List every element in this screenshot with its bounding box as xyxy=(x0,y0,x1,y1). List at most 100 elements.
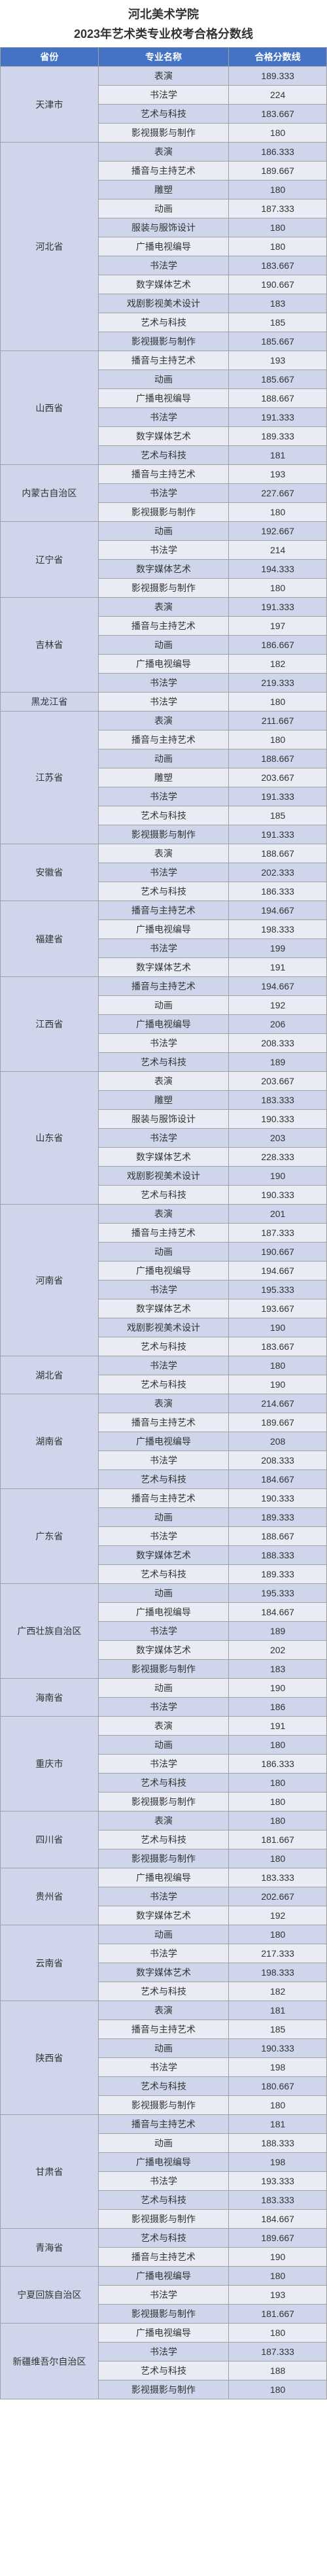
major-cell: 书法学 xyxy=(98,408,229,427)
score-cell: 190.667 xyxy=(229,275,327,294)
score-cell: 184.667 xyxy=(229,1603,327,1622)
major-cell: 播音与主持艺术 xyxy=(98,465,229,484)
table-row: 河北省表演186.333 xyxy=(1,143,327,162)
major-cell: 数字媒体艺术 xyxy=(98,427,229,446)
score-cell: 198.333 xyxy=(229,1963,327,1982)
major-cell: 动画 xyxy=(98,522,229,541)
table-row: 湖北省书法学180 xyxy=(1,1356,327,1375)
major-cell: 影视摄影与制作 xyxy=(98,825,229,844)
major-cell: 表演 xyxy=(98,1394,229,1413)
major-cell: 影视摄影与制作 xyxy=(98,1660,229,1679)
major-cell: 数字媒体艺术 xyxy=(98,560,229,579)
score-cell: 183.333 xyxy=(229,1091,327,1110)
score-cell: 228.333 xyxy=(229,1148,327,1167)
major-cell: 播音与主持艺术 xyxy=(98,617,229,636)
province-cell: 山西省 xyxy=(1,351,99,465)
major-cell: 播音与主持艺术 xyxy=(98,1224,229,1243)
table-row: 河南省表演201 xyxy=(1,1205,327,1224)
major-cell: 戏剧影视美术设计 xyxy=(98,294,229,313)
score-cell: 181.667 xyxy=(229,1830,327,1849)
major-cell: 艺术与科技 xyxy=(98,882,229,901)
major-cell: 影视摄影与制作 xyxy=(98,503,229,522)
major-cell: 影视摄影与制作 xyxy=(98,2380,229,2399)
table-row: 云南省动画180 xyxy=(1,1925,327,1944)
score-cell: 183 xyxy=(229,1660,327,1679)
score-cell: 190.333 xyxy=(229,1489,327,1508)
major-cell: 广播电视编导 xyxy=(98,1868,229,1887)
score-cell: 189.667 xyxy=(229,2229,327,2248)
major-cell: 动画 xyxy=(98,1925,229,1944)
score-cell: 188.667 xyxy=(229,749,327,768)
score-cell: 185.667 xyxy=(229,332,327,351)
table-body: 天津市表演189.333书法学224艺术与科技183.667影视摄影与制作180… xyxy=(1,67,327,2399)
score-cell: 208.333 xyxy=(229,1034,327,1053)
page-header: 河北美术学院 2023年艺术类专业校考合格分数线 xyxy=(0,0,327,47)
province-cell: 内蒙古自治区 xyxy=(1,465,99,522)
score-cell: 206 xyxy=(229,1015,327,1034)
score-cell: 214 xyxy=(229,541,327,560)
score-cell: 183 xyxy=(229,294,327,313)
major-cell: 书法学 xyxy=(98,86,229,105)
province-cell: 云南省 xyxy=(1,1925,99,2001)
province-cell: 安徽省 xyxy=(1,844,99,901)
major-cell: 服装与服饰设计 xyxy=(98,1110,229,1129)
col-header-province: 省份 xyxy=(1,48,99,67)
major-cell: 动画 xyxy=(98,996,229,1015)
major-cell: 广播电视编导 xyxy=(98,2324,229,2343)
score-cell: 198 xyxy=(229,2058,327,2077)
major-cell: 雕塑 xyxy=(98,180,229,199)
major-cell: 影视摄影与制作 xyxy=(98,2096,229,2115)
major-cell: 艺术与科技 xyxy=(98,2191,229,2210)
major-cell: 广播电视编导 xyxy=(98,1432,229,1451)
province-cell: 河北省 xyxy=(1,143,99,351)
score-cell: 186.333 xyxy=(229,1755,327,1774)
major-cell: 书法学 xyxy=(98,939,229,958)
score-cell: 193 xyxy=(229,351,327,370)
major-cell: 艺术与科技 xyxy=(98,806,229,825)
major-cell: 艺术与科技 xyxy=(98,1186,229,1205)
score-cell: 185.667 xyxy=(229,370,327,389)
major-cell: 影视摄影与制作 xyxy=(98,2305,229,2324)
table-row: 江西省播音与主持艺术194.667 xyxy=(1,977,327,996)
major-cell: 动画 xyxy=(98,1679,229,1698)
major-cell: 播音与主持艺术 xyxy=(98,351,229,370)
province-cell: 辽宁省 xyxy=(1,522,99,598)
major-cell: 表演 xyxy=(98,1717,229,1736)
major-cell: 影视摄影与制作 xyxy=(98,1793,229,1812)
major-cell: 广播电视编导 xyxy=(98,1015,229,1034)
score-cell: 189.333 xyxy=(229,1508,327,1527)
score-cell: 183.667 xyxy=(229,105,327,124)
major-cell: 艺术与科技 xyxy=(98,1470,229,1489)
major-cell: 书法学 xyxy=(98,2286,229,2305)
major-cell: 数字媒体艺术 xyxy=(98,1963,229,1982)
table-row: 山西省播音与主持艺术193 xyxy=(1,351,327,370)
major-cell: 表演 xyxy=(98,143,229,162)
score-cell: 187.333 xyxy=(229,1224,327,1243)
province-cell: 江苏省 xyxy=(1,712,99,844)
score-cell: 180 xyxy=(229,218,327,237)
score-cell: 190 xyxy=(229,1318,327,1337)
score-cell: 193 xyxy=(229,465,327,484)
major-cell: 艺术与科技 xyxy=(98,1337,229,1356)
table-row: 内蒙古自治区播音与主持艺术193 xyxy=(1,465,327,484)
table-row: 天津市表演189.333 xyxy=(1,67,327,86)
score-cell: 191 xyxy=(229,1717,327,1736)
score-cell: 180 xyxy=(229,2096,327,2115)
score-cell: 190.667 xyxy=(229,1243,327,1262)
major-cell: 艺术与科技 xyxy=(98,2229,229,2248)
major-cell: 广播电视编导 xyxy=(98,389,229,408)
table-row: 四川省表演180 xyxy=(1,1812,327,1830)
major-cell: 动画 xyxy=(98,1584,229,1603)
score-cell: 186.333 xyxy=(229,143,327,162)
score-cell: 199 xyxy=(229,939,327,958)
score-cell: 181 xyxy=(229,2001,327,2020)
major-cell: 表演 xyxy=(98,1205,229,1224)
major-cell: 广播电视编导 xyxy=(98,920,229,939)
score-cell: 185 xyxy=(229,313,327,332)
score-cell: 203.667 xyxy=(229,768,327,787)
col-header-score: 合格分数线 xyxy=(229,48,327,67)
score-cell: 194.333 xyxy=(229,560,327,579)
score-cell: 190 xyxy=(229,2248,327,2267)
province-cell: 新疆维吾尔自治区 xyxy=(1,2324,99,2399)
score-cell: 194.667 xyxy=(229,1262,327,1280)
